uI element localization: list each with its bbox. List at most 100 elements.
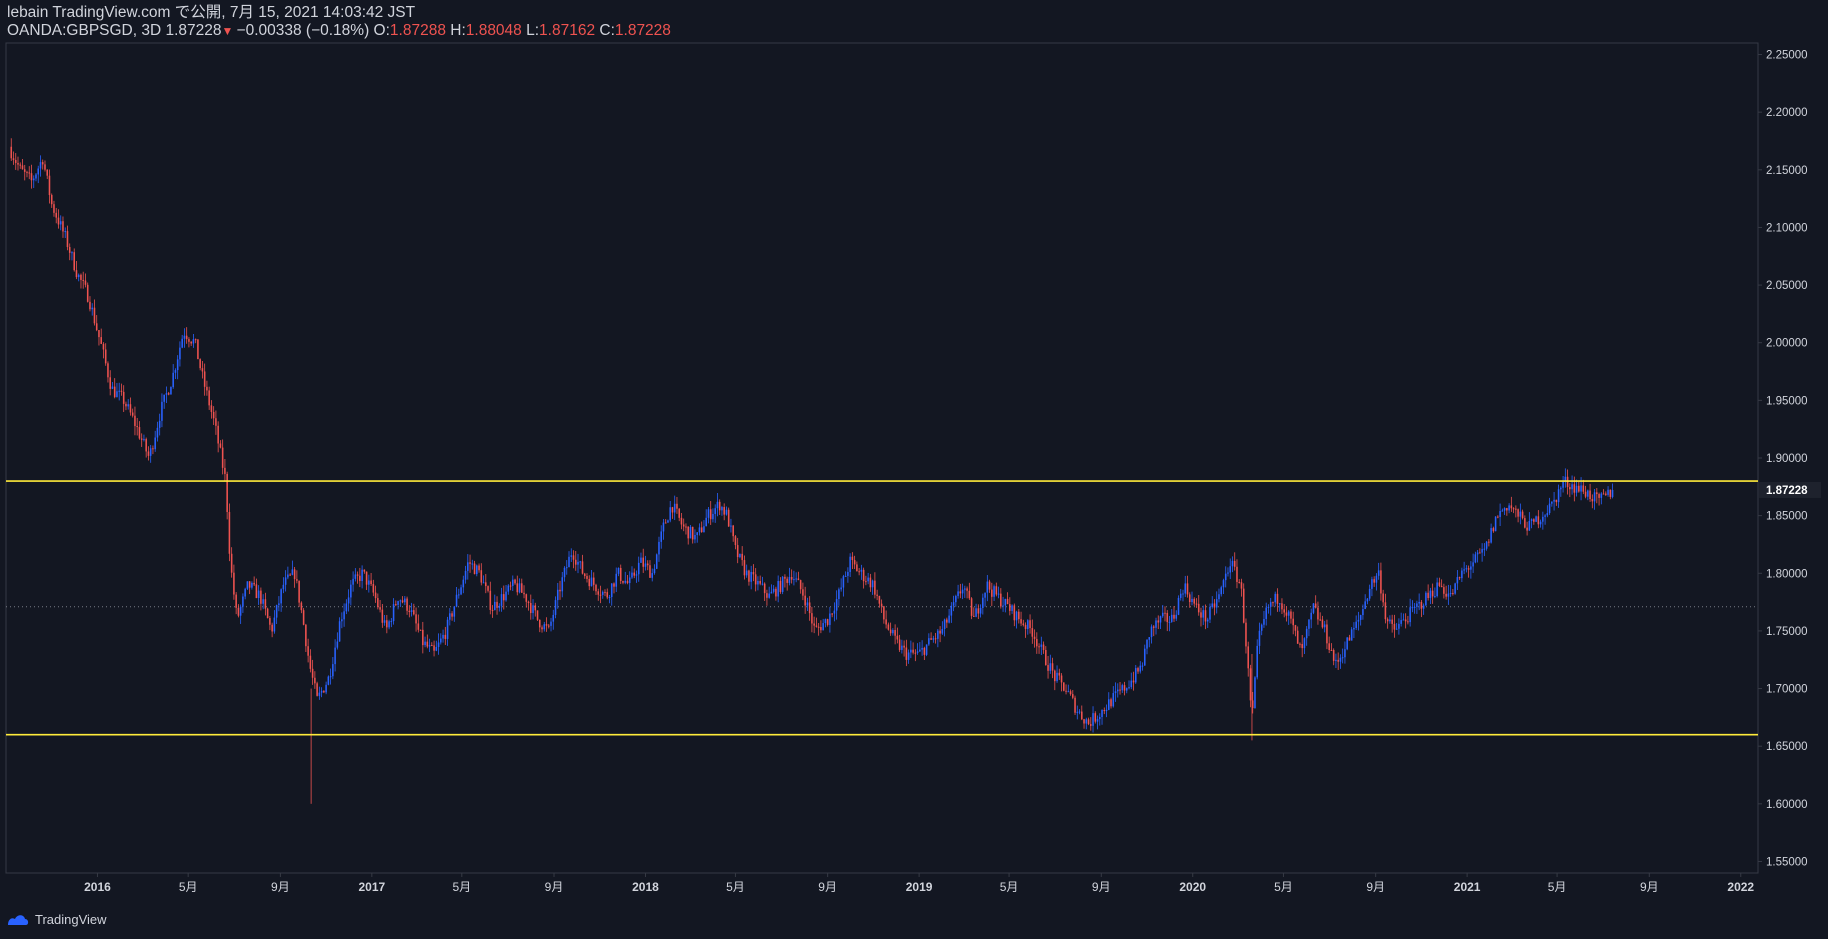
candle-body <box>745 570 748 576</box>
candle-body <box>671 507 674 513</box>
candle-body <box>1220 587 1223 595</box>
candle-body <box>206 386 208 391</box>
candle-body <box>1096 719 1099 722</box>
candle-body <box>1551 501 1553 504</box>
candle-body <box>741 553 743 561</box>
candle-body <box>165 393 168 395</box>
candle-body <box>1042 644 1045 651</box>
candle-body <box>1287 611 1290 616</box>
candle-body <box>332 664 334 677</box>
candle-body <box>619 567 622 581</box>
candle-body <box>1290 611 1292 619</box>
candle-body <box>1193 598 1196 604</box>
candle-body <box>966 588 968 591</box>
footer-branding[interactable]: TradingView <box>6 912 107 927</box>
candle-body <box>287 574 289 578</box>
candle-body <box>514 579 516 584</box>
candle-body <box>1323 624 1326 628</box>
candle-body <box>1445 593 1447 597</box>
candle-body <box>1191 598 1193 603</box>
candle-body <box>1377 570 1380 576</box>
candle-body <box>1490 528 1492 543</box>
candle-body <box>1188 594 1191 603</box>
candle-body <box>244 588 246 597</box>
candle-body <box>1069 691 1072 695</box>
x-tick-label: 9月 <box>1366 880 1385 894</box>
candle-body <box>406 598 408 611</box>
candle-body <box>520 583 523 593</box>
candle-body <box>1308 619 1310 629</box>
candle-body <box>1569 487 1571 490</box>
candle-body <box>655 554 658 569</box>
candle-body <box>912 649 914 653</box>
candle-body <box>147 451 150 456</box>
candle-body <box>840 587 842 590</box>
candle-body <box>424 641 426 646</box>
candle-body <box>1515 508 1517 510</box>
candle-body <box>68 247 71 253</box>
candle-body <box>1440 585 1443 588</box>
x-tick-label: 5月 <box>726 880 745 894</box>
candle-body <box>176 359 179 371</box>
candle-body <box>1438 582 1441 586</box>
x-tick-label: 2021 <box>1454 880 1481 894</box>
candle-body <box>1029 620 1031 629</box>
candle-body <box>1033 636 1036 639</box>
candle-body <box>862 569 865 582</box>
candle-body <box>786 578 788 583</box>
candle-body <box>1076 711 1079 713</box>
candle-body <box>678 508 680 518</box>
candle-body <box>1045 650 1047 666</box>
close-value: 1.87228 <box>614 22 671 39</box>
candle-body <box>246 581 249 589</box>
candle-body <box>433 645 435 651</box>
candle-body <box>10 146 13 159</box>
candle-body <box>768 593 770 598</box>
candle-body <box>460 587 462 595</box>
candle-body <box>314 677 316 684</box>
candle-body <box>1004 598 1007 606</box>
candle-body <box>775 588 777 597</box>
candle-body <box>896 635 899 640</box>
candle-body <box>1571 484 1573 490</box>
candle-body <box>732 525 734 537</box>
candle-body <box>788 576 791 583</box>
candle-body <box>1058 672 1061 676</box>
candle-body <box>428 645 431 647</box>
candle-body <box>386 620 388 628</box>
candle-body <box>233 572 235 595</box>
candle-body <box>831 613 833 615</box>
candle-body <box>431 645 433 647</box>
open-value: 1.87288 <box>389 22 446 39</box>
high-value: 1.88048 <box>465 22 522 39</box>
candle-body <box>23 169 26 172</box>
candle-body <box>116 391 118 398</box>
candle-body <box>120 390 123 392</box>
candle-body <box>763 583 766 594</box>
candle-body <box>937 630 939 639</box>
candle-body <box>523 592 525 595</box>
candle-body <box>377 598 379 608</box>
candle-body <box>338 621 341 642</box>
candle-body <box>1434 596 1436 598</box>
candle-body <box>633 572 636 576</box>
candle-body <box>1139 665 1142 672</box>
candle-body <box>604 591 606 593</box>
candle-body <box>444 634 447 639</box>
candle-body <box>183 335 186 339</box>
candle-body <box>700 527 703 532</box>
candle-body <box>413 610 415 615</box>
candle-body <box>867 577 869 582</box>
candle-body <box>536 610 539 620</box>
x-tick-label: 9月 <box>818 880 837 894</box>
candle-body <box>1015 611 1018 621</box>
candle-body <box>336 641 339 648</box>
candle-body <box>293 569 296 580</box>
y-tick-label: 1.55000 <box>1766 856 1808 868</box>
candle-body <box>343 611 345 620</box>
candle-body <box>476 565 478 575</box>
candle-body <box>467 562 469 571</box>
candle-body <box>669 507 672 521</box>
candle-body <box>296 579 298 581</box>
